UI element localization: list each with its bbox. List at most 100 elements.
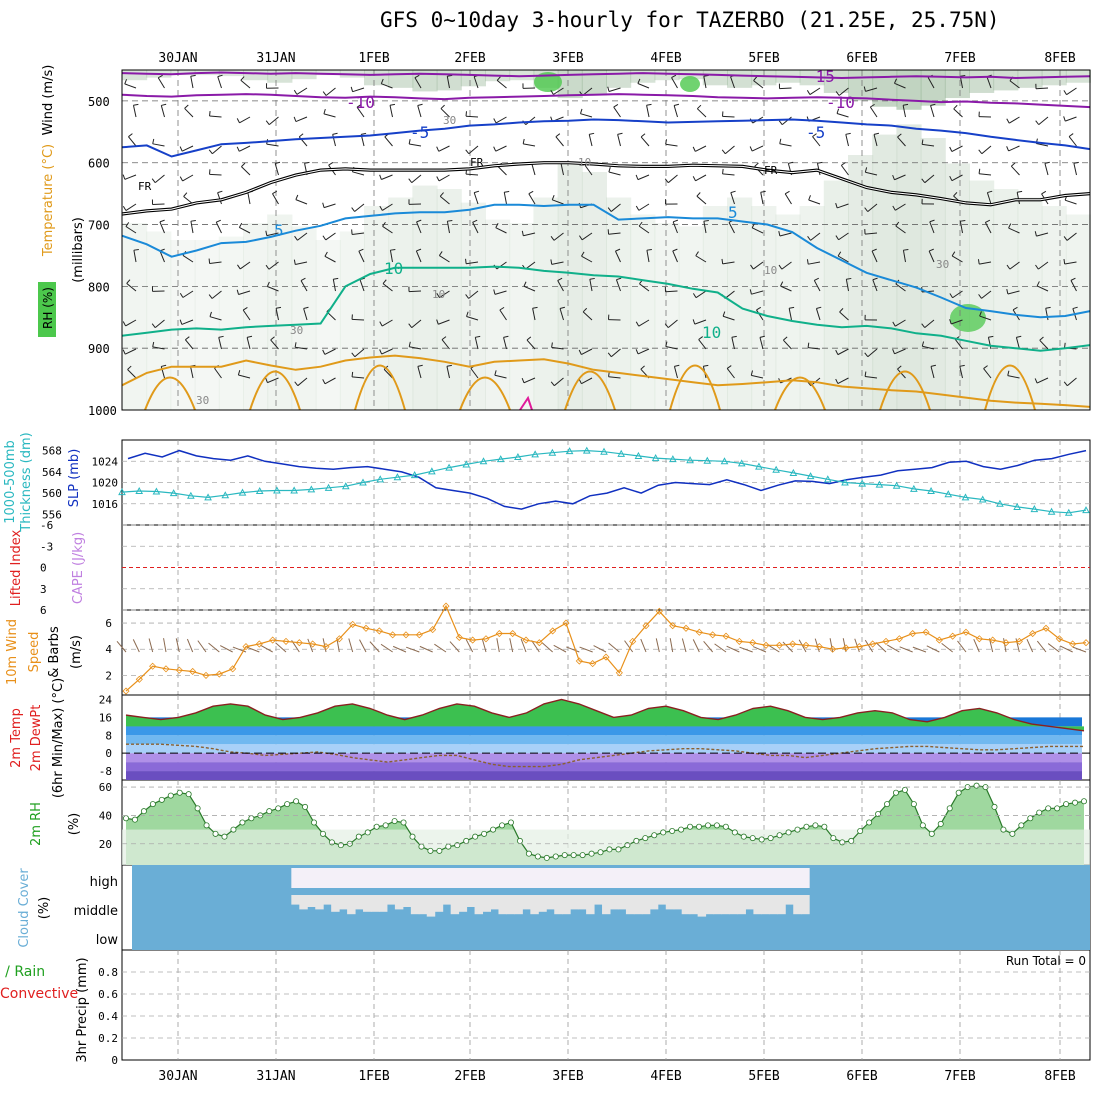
upper-wind-barb — [981, 290, 992, 299]
cloud-middle-cell — [498, 895, 507, 915]
upper-wind-barb-flag — [1010, 162, 1016, 167]
cloud-high-cell — [705, 868, 715, 888]
precip-tick-label: 0.6 — [98, 988, 118, 1001]
rh-shade-cell — [969, 70, 995, 93]
wind-speed-marker — [442, 602, 450, 610]
upper-wind-barb-flag — [322, 379, 326, 385]
upper-wind-barb-flag — [806, 90, 811, 95]
upper-wind-barb — [496, 261, 507, 270]
thickness-marker — [1030, 505, 1039, 513]
upper-wind-barb-flag — [241, 162, 246, 167]
rh-shade-cell — [194, 240, 220, 410]
thickness-label-b: Thickness (dm) — [19, 432, 34, 532]
upper-wind-barb-flag — [783, 336, 788, 341]
rh-marker — [928, 830, 935, 837]
upper-wind-barb-flag — [158, 74, 163, 79]
upper-wind-barb — [838, 232, 849, 241]
cloud-middle-cell — [514, 895, 523, 915]
upper-wind-barb — [929, 221, 935, 234]
upper-wind-barb — [438, 145, 450, 152]
upper-wind-barb — [1009, 261, 1020, 270]
upper-wind-barb-flag — [692, 176, 696, 182]
upper-wind-barb — [780, 285, 792, 292]
upper-wind-barb — [325, 232, 336, 241]
upper-wind-barb-flag — [754, 162, 759, 167]
surface-wind-barb — [566, 646, 580, 653]
surface-wind-barb — [926, 645, 940, 653]
rh-marker — [669, 828, 676, 835]
upper-wind-barb-flag — [161, 103, 167, 106]
upper-wind-barb — [157, 77, 165, 89]
upper-wind-barb — [303, 308, 308, 321]
cloud-high-cell — [801, 868, 810, 888]
upper-wind-barb-flag — [208, 258, 211, 264]
millibars-axis-label: (millibars) — [71, 217, 86, 283]
wind-tick-label: 2 — [105, 669, 112, 682]
wind-speed-marker — [602, 653, 610, 661]
cloud-high-cell — [506, 868, 515, 888]
upper-wind-barb-flag — [1034, 378, 1038, 384]
cloud-middle-cell — [299, 895, 308, 910]
upper-wind-barb-flag — [185, 336, 190, 341]
upper-wind-barb — [837, 255, 849, 263]
upper-wind-barb — [580, 113, 593, 118]
upper-wind-barb — [1073, 163, 1077, 176]
rh-marker — [284, 801, 291, 808]
upper-wind-barb-flag — [1012, 306, 1018, 311]
wind-speed-marker — [562, 619, 570, 627]
upper-wind-barb-flag — [1007, 370, 1010, 376]
cloud-middle-cell — [665, 895, 675, 910]
upper-wind-barb — [528, 193, 536, 205]
upper-wind-barb — [1008, 227, 1020, 234]
upper-wind-barb — [865, 232, 878, 235]
cloud-middle-cell — [610, 895, 619, 910]
temp-tick-label: 16 — [99, 711, 112, 724]
surface-wind-barb — [406, 646, 420, 653]
upper-wind-barb-flag — [416, 219, 422, 223]
upper-wind-barb-flag — [835, 378, 839, 384]
upper-wind-barb-flag — [1035, 120, 1040, 125]
cloud-high-cell — [371, 868, 380, 888]
rh-shade-cell — [1017, 70, 1043, 88]
isotherm-10-line — [121, 265, 1091, 352]
upper-wind-barb-flag — [436, 319, 439, 325]
upper-wind-barb — [637, 83, 650, 89]
upper-wind-barb-flag — [578, 235, 583, 241]
rh-marker — [481, 830, 488, 837]
upper-wind-barb — [1036, 232, 1049, 237]
rh-marker — [507, 819, 514, 826]
rh-shade-cell — [485, 219, 511, 410]
thickness-marker — [892, 481, 901, 489]
rh-shade-cell — [315, 70, 341, 76]
upper-wind-barb — [128, 136, 137, 147]
upper-wind-barb — [722, 115, 735, 118]
cloud-cover-label: Cloud Cover — [17, 868, 32, 948]
upper-wind-barb-flag — [179, 319, 183, 325]
upper-wind-barb-flag — [465, 258, 467, 264]
wind-speed-marker — [549, 627, 557, 635]
upper-wind-barb-flag — [295, 194, 299, 200]
contour-label: 5 — [728, 203, 738, 222]
upper-wind-barb — [608, 87, 621, 93]
upper-wind-barb-flag — [236, 118, 240, 124]
hot-contour — [519, 395, 533, 411]
temp-tick-label: 8 — [105, 729, 112, 742]
upper-wind-barb-flag — [640, 365, 645, 370]
rh-marker — [552, 853, 559, 860]
upper-wind-barb-flag — [788, 161, 794, 164]
surface-wind-barb — [369, 641, 380, 653]
rh-green-blob — [950, 304, 986, 332]
upper-wind-barb — [358, 250, 365, 263]
cloud-middle-cell — [402, 895, 412, 907]
upper-wind-barb-flag — [266, 281, 270, 287]
wind-speed-marker — [629, 637, 637, 645]
upper-wind-barb-flag — [985, 219, 991, 223]
upper-wind-barb — [159, 221, 165, 234]
upper-wind-barb — [152, 143, 165, 147]
upper-wind-barb-flag — [332, 132, 338, 135]
cloud-high-cell — [458, 868, 468, 888]
upper-wind-barb — [865, 87, 878, 92]
upper-wind-barb-flag — [753, 76, 758, 81]
cloud-high-cell — [291, 868, 300, 888]
